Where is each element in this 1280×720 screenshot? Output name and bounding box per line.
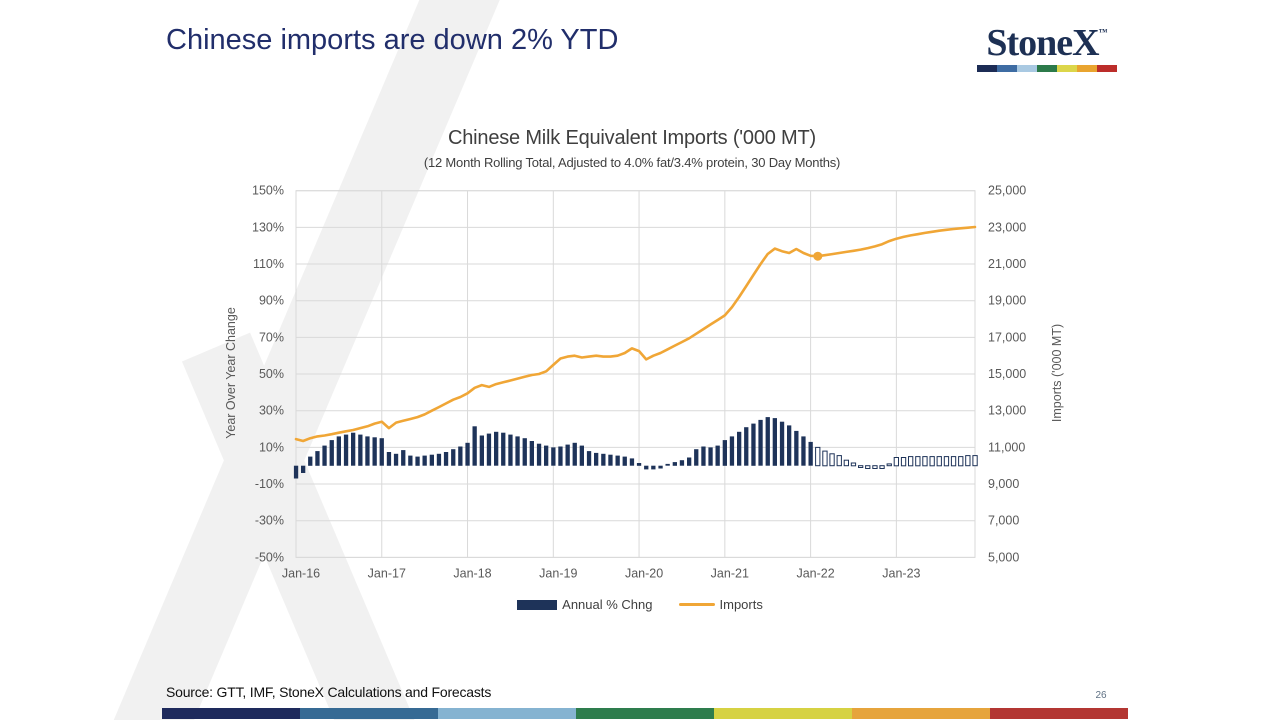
stonex-logo-color-strip <box>977 65 1117 72</box>
svg-text:130%: 130% <box>252 220 284 234</box>
svg-text:25,000: 25,000 <box>988 184 1026 198</box>
svg-text:-50%: -50% <box>255 550 284 564</box>
chart-legend: Annual % Chng Imports <box>0 597 1280 612</box>
imports-line-marker <box>813 251 823 261</box>
footer-strip-segment <box>852 708 990 719</box>
bar-series-annual-pct-chng <box>293 417 978 479</box>
page-number: 26 <box>1095 690 1107 701</box>
footer-strip-segment <box>990 708 1128 719</box>
svg-text:7,000: 7,000 <box>988 514 1019 528</box>
svg-text:70%: 70% <box>259 330 284 344</box>
footer-strip-segment <box>438 708 576 719</box>
trademark-symbol: ™ <box>1098 27 1108 37</box>
svg-text:13,000: 13,000 <box>988 404 1026 418</box>
svg-text:9,000: 9,000 <box>988 477 1019 491</box>
svg-text:Jan-18: Jan-18 <box>453 566 491 580</box>
line-series-imports <box>294 225 977 443</box>
svg-text:19,000: 19,000 <box>988 294 1026 308</box>
svg-text:Jan-23: Jan-23 <box>882 566 920 580</box>
chart-title: Chinese Milk Equivalent Imports ('000 MT… <box>448 127 816 149</box>
svg-text:Jan-16: Jan-16 <box>282 566 320 580</box>
logo-strip-segment <box>1057 65 1077 72</box>
stonex-logo-text: StoneX™ <box>972 12 1122 63</box>
svg-text:150%: 150% <box>252 184 284 198</box>
logo-strip-segment <box>1097 65 1117 72</box>
right-axis-title: Imports ('000 MT) <box>1050 323 1064 423</box>
left-axis-title: Year Over Year Change <box>224 307 238 439</box>
line-series-swatch <box>678 602 715 607</box>
slide-title: Chinese imports are down 2% YTD <box>166 24 619 56</box>
svg-text:50%: 50% <box>259 367 284 381</box>
svg-text:Jan-22: Jan-22 <box>796 566 834 580</box>
chart-subtitle: (12 Month Rolling Total, Adjusted to 4.0… <box>423 155 841 170</box>
svg-text:Jan-20: Jan-20 <box>625 566 663 580</box>
svg-text:30%: 30% <box>259 404 284 418</box>
footer-strip-segment <box>714 708 852 719</box>
logo-strip-segment <box>977 65 997 72</box>
stonex-logo: StoneX™ <box>972 12 1122 72</box>
legend-label-bar: Annual % Chng <box>562 597 653 612</box>
legend-label-line: Imports <box>719 597 763 612</box>
footer-strip-segment <box>576 708 714 719</box>
svg-text:Jan-17: Jan-17 <box>368 566 406 580</box>
logo-strip-segment <box>1017 65 1037 72</box>
svg-text:110%: 110% <box>253 257 284 271</box>
svg-text:90%: 90% <box>259 294 284 308</box>
svg-text:11,000: 11,000 <box>988 440 1025 454</box>
footer-strip-segment <box>300 708 438 719</box>
svg-text:-10%: -10% <box>255 477 284 491</box>
svg-text:17,000: 17,000 <box>988 330 1026 344</box>
logo-strip-segment <box>997 65 1017 72</box>
svg-text:Jan-21: Jan-21 <box>711 566 749 580</box>
svg-text:23,000: 23,000 <box>988 220 1026 234</box>
stonex-logo-wordmark: StoneX <box>986 22 1099 64</box>
svg-text:5,000: 5,000 <box>988 550 1019 564</box>
legend-item-imports: Imports <box>678 597 763 612</box>
source-attribution: Source: GTT, IMF, StoneX Calculations an… <box>166 684 492 700</box>
logo-strip-segment <box>1037 65 1057 72</box>
right-axis-ticks: 25,000 23,000 21,000 19,000 17,000 15,000 13,0… <box>988 184 1026 565</box>
svg-text:15,000: 15,000 <box>988 367 1026 381</box>
svg-text:-30%: -30% <box>255 514 284 528</box>
logo-strip-segment <box>1077 65 1097 72</box>
footer-color-strip <box>162 708 1128 719</box>
left-axis-ticks: 150% 130% 110% 90% 70% 50% 30% 10% -10% -30% -50% <box>252 184 284 565</box>
svg-text:10%: 10% <box>259 440 284 454</box>
footer-strip-segment <box>162 708 300 719</box>
svg-text:21,000: 21,000 <box>988 257 1026 271</box>
bar-series-swatch <box>517 599 558 610</box>
chart-gridlines <box>295 190 976 558</box>
legend-item-annual-pct-chng: Annual % Chng <box>517 597 653 612</box>
svg-text:Jan-19: Jan-19 <box>539 566 577 580</box>
x-axis-ticks: Jan-16 Jan-17 Jan-18 Jan-19 Jan-20 Jan-21 Jan-… <box>282 566 921 580</box>
